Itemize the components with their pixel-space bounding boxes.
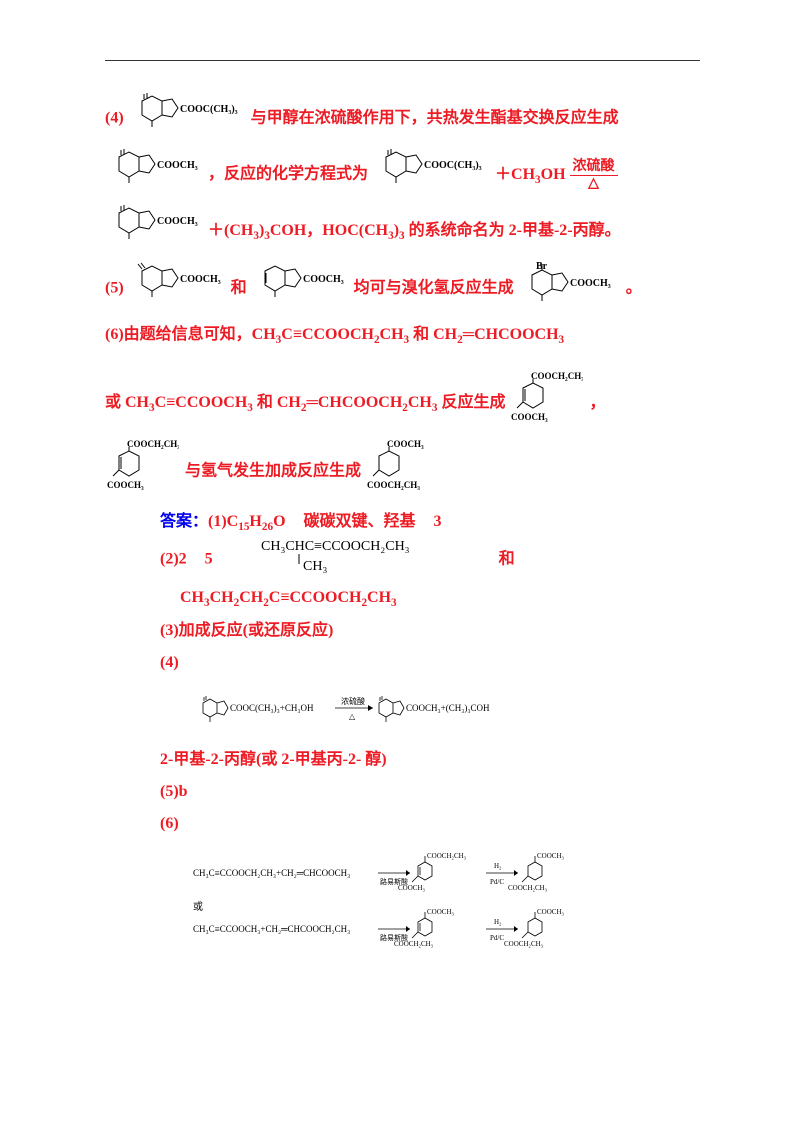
svg-text:COOCH₃+(CH₃)₃COH: COOCH₃+(CH₃)₃COH xyxy=(406,703,490,713)
text-4e: ＋(CH3)3COH，HOC(CH3)3 的系统命名为 2-甲基-2-丙醇。 xyxy=(208,222,621,239)
plus-ch3oh: ＋CH3OH xyxy=(495,166,566,183)
svg-text:COOCH₃: COOCH₃ xyxy=(511,412,548,422)
svg-text:COOCH₂CH₃: COOCH₂CH₃ xyxy=(367,480,420,490)
svg-text:H₂: H₂ xyxy=(494,862,502,870)
text-5b: 和 xyxy=(231,280,251,297)
svg-text:COOCH₃: COOCH₃ xyxy=(537,908,565,916)
answer-line-2: (2)2 5 CH₃CHC≡CCOOCH₂CH₃ CH₃ 和 xyxy=(160,538,700,582)
structure-cyclohexane-diester: COOCH₃ COOCH₂CH₃ xyxy=(367,438,439,506)
reaction-conditions: 浓硫酸 △ xyxy=(570,159,618,191)
svg-text:COOCH₂CH₃: COOCH₂CH₃ xyxy=(427,852,467,860)
ans2b: 5 xyxy=(205,551,213,568)
para-4-line1: (4) COOC(CH₃)₃ 与甲醇在浓硫酸作用下，共热发生酯基交换反应生成 xyxy=(105,91,700,147)
svg-text:COOCH₃: COOCH₃ xyxy=(157,216,198,227)
text-5c: 均可与溴化氢反应生成 xyxy=(354,280,518,297)
answer-line-3: (3)加成反应(或还原反应) xyxy=(160,615,700,647)
para-5: (5) COOCH₃ 和 COOCH xyxy=(105,259,700,319)
svg-text:CH₃C≡CCOOCH₂CH₃+CH₂═CHCOOCH₃: CH₃C≡CCOOCH₂CH₃+CH₂═CHCOOCH₃ xyxy=(193,868,350,878)
text-6or: 或 CH3C≡CCOOCH3 和 CH2═CHCOOCH2CH3 反应生成 xyxy=(105,394,509,411)
ans2a: (2)2 xyxy=(160,551,187,568)
ans1: (1)C15H26O xyxy=(208,513,286,530)
top-rule xyxy=(105,60,700,61)
text-5d: 。 xyxy=(626,280,642,297)
svg-text:浓硫酸: 浓硫酸 xyxy=(341,696,365,706)
svg-text:COOCH₂CH₃: COOCH₂CH₃ xyxy=(504,940,544,948)
answer-line-4: (4) xyxy=(160,647,700,679)
svg-text:Pd/C: Pd/C xyxy=(490,934,504,942)
structure-alkene-a: COOCH₃ xyxy=(130,261,225,317)
document-page: (4) COOC(CH₃)₃ 与甲醇在浓硫酸作用下，共热发生酯基交换反应生成 xyxy=(0,0,800,1009)
svg-text:COOCH₃: COOCH₃ xyxy=(387,439,424,449)
structure-alkene-b: COOCH₃ xyxy=(253,261,348,317)
svg-text:COOCH₃: COOCH₃ xyxy=(537,852,565,860)
para-6-line1: (6)由题给信息可知，CH3C≡CCOOCH2CH3 和 CH2═CHCOOCH… xyxy=(105,319,700,352)
ans1d: 碳碳双键、羟基 xyxy=(304,513,416,530)
comma: ， xyxy=(589,394,605,411)
answer-label: 答案： xyxy=(160,513,208,530)
svg-text:COOCH₂CH₃: COOCH₂CH₃ xyxy=(394,940,434,948)
ans4name: 2-甲基-2-丙醇(或 2-甲基丙-2- 醇) xyxy=(160,751,387,768)
svg-text:COOCH₃: COOCH₃ xyxy=(180,274,221,285)
label-5: (5) xyxy=(105,280,124,297)
structure-cyclohexene-diester-2: COOCH₂CH₃ COOCH₃ xyxy=(107,438,179,506)
svg-text:H₂: H₂ xyxy=(494,918,502,926)
svg-text:COOCH₂CH₃: COOCH₂CH₃ xyxy=(127,439,179,449)
structure-cyclohexene-diester-1: COOCH₂CH₃ COOCH₃ xyxy=(511,370,583,438)
ans5: (5)b xyxy=(160,783,188,800)
ans2c: 和 xyxy=(499,551,515,568)
svg-text:Pd/C: Pd/C xyxy=(490,878,504,886)
label-4: (4) xyxy=(105,110,124,127)
para-6-line2: 或 CH3C≡CCOOCH3 和 CH2═CHCOOCH2CH3 反应生成 CO… xyxy=(105,370,700,438)
para-4-line2: COOCH₃ ，反应的化学方程式为 COOC(CH₃)₃ ＋CH3OH 浓硫酸 … xyxy=(105,147,700,203)
svg-text:COOC(CH₃)₃+CH₃OH: COOC(CH₃)₃+CH₃OH xyxy=(230,703,314,713)
structure-bicyclic-ester-tbu-2: COOC(CH₃)₃ xyxy=(374,147,489,203)
text-4c: ，反应的化学方程式为 xyxy=(208,166,368,183)
svg-text:△: △ xyxy=(349,712,356,721)
ans3: (3)加成反应(或还原反应) xyxy=(160,622,333,639)
para-4-line3: COOCH₃ ＋(CH3)3COH，HOC(CH3)3 的系统命名为 2-甲基-… xyxy=(105,203,700,259)
answer-4-equation: COOC(CH₃)₃+CH₃OH 浓硫酸 △ COOCH₃+(CH₃)₃COH xyxy=(105,689,700,734)
answer-line-2b: CH3CH2CH2C≡CCOOCH2CH3 xyxy=(160,582,700,615)
svg-text:COOCH₃: COOCH₃ xyxy=(303,274,344,285)
answer-line-1: 答案：(1)C15H26O 碳碳双键、羟基 3 xyxy=(160,506,700,539)
svg-text:COOCH₂CH₃: COOCH₂CH₃ xyxy=(508,884,548,892)
alkyne-structure-2: CH3CH2CH2C≡CCOOCH2CH3 xyxy=(180,589,397,606)
text-6a: (6)由题给信息可知，CH3C≡CCOOCH2CH3 和 CH2═CHCOOCH… xyxy=(105,326,564,343)
svg-text:CH₃: CH₃ xyxy=(303,559,327,574)
structure-br-product: Br COOCH₃ xyxy=(520,259,620,319)
para-6-line3: COOCH₂CH₃ COOCH₃ 与氢气发生加成反应生成 COOCH₃ xyxy=(105,438,700,506)
structure-bicyclic-ester-tbu: COOC(CH₃)₃ xyxy=(130,91,245,147)
svg-text:COOCH₃: COOCH₃ xyxy=(157,160,198,171)
svg-text:CH₃C≡CCOOCH₃+CH₂═CHCOOCH₂CH₃: CH₃C≡CCOOCH₃+CH₂═CHCOOCH₂CH₃ xyxy=(193,924,350,934)
text-6h2: 与氢气发生加成反应生成 xyxy=(185,462,361,479)
svg-text:COOCH₃: COOCH₃ xyxy=(427,908,455,916)
structure-bicyclic-ester-me-1: COOCH₃ xyxy=(107,147,202,203)
alkyne-structure-1: CH₃CHC≡CCOOCH₂CH₃ CH₃ xyxy=(261,538,451,582)
svg-text:COOC(CH₃)₃: COOC(CH₃)₃ xyxy=(180,104,238,115)
svg-text:COOCH₂CH₃: COOCH₂CH₃ xyxy=(531,371,583,381)
svg-text:COOC(CH₃)₃: COOC(CH₃)₃ xyxy=(424,160,482,171)
answer-line-6: (6) xyxy=(160,808,700,840)
svg-text:或: 或 xyxy=(193,901,203,913)
answer-line-5: (5)b xyxy=(160,776,700,808)
svg-text:COOCH₃: COOCH₃ xyxy=(107,480,144,490)
structure-bicyclic-ester-me-2: COOCH₃ xyxy=(107,203,202,259)
ans4: (4) xyxy=(160,654,179,671)
answer-4-name: 2-甲基-2-丙醇(或 2-甲基丙-2- 醇) xyxy=(160,744,700,776)
svg-text:CH₃CHC≡CCOOCH₂CH₃: CH₃CHC≡CCOOCH₂CH₃ xyxy=(261,539,410,554)
answer-6-scheme: CH₃C≡CCOOCH₂CH₃+CH₂═CHCOOCH₃ 路易斯酸 COOCH₂… xyxy=(105,848,700,961)
text-4b: 与甲醇在浓硫酸作用下，共热发生酯基交换反应生成 xyxy=(251,110,619,127)
ans1e: 3 xyxy=(434,513,442,530)
svg-text:COOCH₃: COOCH₃ xyxy=(570,278,611,289)
ans6: (6) xyxy=(160,815,179,832)
svg-text:COOCH₃: COOCH₃ xyxy=(398,884,426,892)
